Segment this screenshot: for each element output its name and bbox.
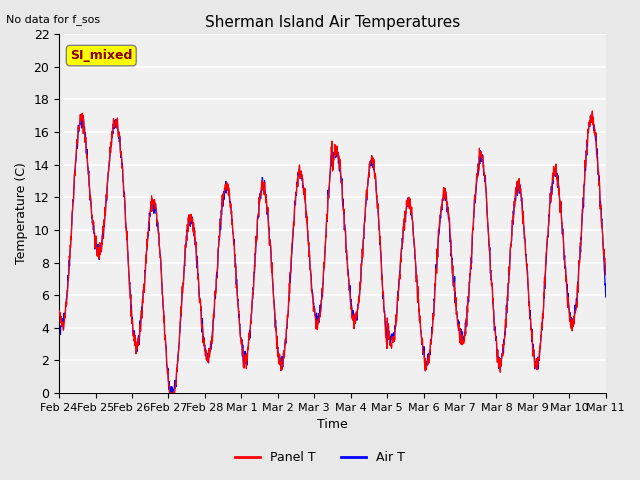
Panel T [253, 240, 260, 245]
Panel T [212, 292, 220, 298]
Line: Panel T: Panel T [59, 111, 605, 393]
Air T [55, 327, 63, 333]
Text: No data for f_sos: No data for f_sos [6, 14, 100, 25]
Air T [589, 109, 596, 115]
Panel T [589, 108, 596, 114]
Panel T [55, 308, 63, 313]
Air T [102, 192, 110, 198]
Air T [305, 254, 313, 260]
Text: SI_mixed: SI_mixed [70, 49, 132, 62]
Air T [253, 237, 260, 243]
Legend: Panel T, Air T: Panel T, Air T [230, 446, 410, 469]
Air T [422, 360, 429, 366]
Y-axis label: Temperature (C): Temperature (C) [15, 163, 28, 264]
X-axis label: Time: Time [317, 419, 348, 432]
Line: Air T: Air T [59, 112, 605, 393]
Air T [262, 192, 270, 198]
Air T [212, 296, 220, 301]
Panel T [166, 390, 173, 396]
Panel T [305, 254, 313, 260]
Air T [602, 294, 609, 300]
Panel T [262, 192, 270, 198]
Title: Sherman Island Air Temperatures: Sherman Island Air Temperatures [205, 15, 460, 30]
Panel T [422, 362, 429, 368]
Panel T [102, 191, 110, 197]
Panel T [602, 272, 609, 277]
Air T [167, 390, 175, 396]
